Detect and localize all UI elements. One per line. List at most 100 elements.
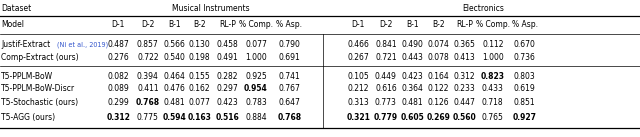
Text: 0.857: 0.857 [137,40,159,49]
Text: 0.077: 0.077 [245,40,267,49]
Text: % Asp.: % Asp. [276,20,302,29]
Text: RL-P: RL-P [219,20,236,29]
Text: 0.089: 0.089 [108,84,129,93]
Text: Electronics: Electronics [462,4,504,13]
Text: 0.779: 0.779 [374,113,398,122]
Text: 0.841: 0.841 [375,40,397,49]
Text: 0.282: 0.282 [216,72,238,81]
Text: 0.767: 0.767 [278,84,300,93]
Text: 0.476: 0.476 [163,84,185,93]
Text: 0.312: 0.312 [106,113,131,122]
Text: 0.078: 0.078 [428,53,449,62]
Text: B-1: B-1 [406,20,419,29]
Text: 0.233: 0.233 [454,84,476,93]
Text: Model: Model [1,20,24,29]
Text: 0.299: 0.299 [108,98,129,107]
Text: Comp-Extract (ours): Comp-Extract (ours) [1,53,79,62]
Text: B-2: B-2 [193,20,206,29]
Text: 0.790: 0.790 [278,40,300,49]
Text: % Asp.: % Asp. [512,20,538,29]
Text: 0.594: 0.594 [162,113,186,122]
Text: 0.925: 0.925 [245,72,267,81]
Text: B-1: B-1 [168,20,180,29]
Text: 0.490: 0.490 [401,40,423,49]
Text: 0.364: 0.364 [401,84,423,93]
Text: D-2: D-2 [141,20,154,29]
Text: 0.267: 0.267 [348,53,369,62]
Text: 0.164: 0.164 [428,72,449,81]
Text: 0.466: 0.466 [348,40,369,49]
Text: 0.736: 0.736 [514,53,536,62]
Text: 0.775: 0.775 [137,113,159,122]
Text: 0.487: 0.487 [108,40,129,49]
Text: 0.126: 0.126 [428,98,449,107]
Text: 0.112: 0.112 [482,40,504,49]
Text: 0.691: 0.691 [278,53,300,62]
Text: 0.540: 0.540 [163,53,185,62]
Text: 0.105: 0.105 [348,72,369,81]
Text: 0.077: 0.077 [189,98,211,107]
Text: 0.851: 0.851 [514,98,536,107]
Text: T5-Stochastic (ours): T5-Stochastic (ours) [1,98,79,107]
Text: 0.443: 0.443 [401,53,423,62]
Text: 0.516: 0.516 [215,113,239,122]
Text: 0.449: 0.449 [375,72,397,81]
Text: 0.365: 0.365 [454,40,476,49]
Text: 0.313: 0.313 [348,98,369,107]
Text: B-2: B-2 [432,20,445,29]
Text: 0.768: 0.768 [136,98,160,107]
Text: 0.074: 0.074 [428,40,449,49]
Text: 1.000: 1.000 [245,53,267,62]
Text: 0.741: 0.741 [278,72,300,81]
Text: RL-P: RL-P [456,20,473,29]
Text: 0.423: 0.423 [216,98,238,107]
Text: 0.198: 0.198 [189,53,211,62]
Text: 0.464: 0.464 [163,72,185,81]
Text: 0.718: 0.718 [482,98,504,107]
Text: % Comp.: % Comp. [476,20,510,29]
Text: 0.082: 0.082 [108,72,129,81]
Text: 0.481: 0.481 [401,98,423,107]
Text: 0.884: 0.884 [245,113,267,122]
Text: 0.481: 0.481 [163,98,185,107]
Text: D-1: D-1 [112,20,125,29]
Text: 0.670: 0.670 [514,40,536,49]
Text: 0.616: 0.616 [375,84,397,93]
Text: 0.823: 0.823 [481,72,505,81]
Text: 0.122: 0.122 [428,84,449,93]
Text: 0.423: 0.423 [401,72,423,81]
Text: 0.773: 0.773 [375,98,397,107]
Text: T5-PPLM-BoW-Discr: T5-PPLM-BoW-Discr [1,84,76,93]
Text: 0.163: 0.163 [188,113,212,122]
Text: 0.447: 0.447 [454,98,476,107]
Text: 0.297: 0.297 [216,84,238,93]
Text: 0.458: 0.458 [216,40,238,49]
Text: 0.212: 0.212 [348,84,369,93]
Text: 0.954: 0.954 [244,84,268,93]
Text: T5-PPLM-BoW: T5-PPLM-BoW [1,72,53,81]
Text: 0.566: 0.566 [163,40,185,49]
Text: Dataset: Dataset [1,4,31,13]
Text: 0.605: 0.605 [400,113,424,122]
Text: D-2: D-2 [380,20,392,29]
Text: 0.162: 0.162 [189,84,211,93]
Text: % Comp.: % Comp. [239,20,273,29]
Text: 0.433: 0.433 [482,84,504,93]
Text: 0.269: 0.269 [426,113,451,122]
Text: T5-AGG (ours): T5-AGG (ours) [1,113,56,122]
Text: 0.491: 0.491 [216,53,238,62]
Text: D-1: D-1 [352,20,365,29]
Text: 0.130: 0.130 [189,40,211,49]
Text: 0.411: 0.411 [137,84,159,93]
Text: 0.413: 0.413 [454,53,476,62]
Text: 0.321: 0.321 [346,113,371,122]
Text: Justif-Extract: Justif-Extract [1,40,53,49]
Text: 0.155: 0.155 [189,72,211,81]
Text: 0.647: 0.647 [278,98,300,107]
Text: 1.000: 1.000 [482,53,504,62]
Text: 0.803: 0.803 [514,72,536,81]
Text: 0.276: 0.276 [108,53,129,62]
Text: 0.560: 0.560 [452,113,477,122]
Text: Musical Instruments: Musical Instruments [172,4,250,13]
Text: 0.927: 0.927 [513,113,537,122]
